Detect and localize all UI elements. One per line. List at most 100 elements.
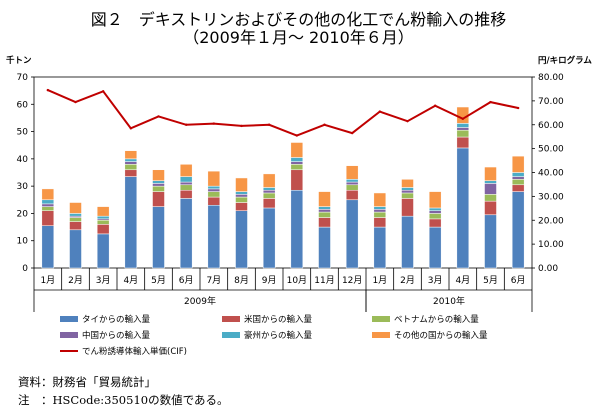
- bar-segment-other: [345, 165, 359, 180]
- unit-price-point: [489, 100, 492, 104]
- footnote: 注 ：HSCode:350510の数値である。: [18, 393, 229, 407]
- chart-subtitle: （2009年１月～ 2010年６月）: [183, 28, 414, 47]
- bar-segment-china: [428, 210, 442, 214]
- bar-segment-vietnam: [428, 213, 442, 220]
- legend-label-china: 中国からの輸入量: [82, 330, 151, 341]
- bar-segment-vietnam: [235, 196, 248, 203]
- x-tick-label: 2月: [400, 275, 415, 286]
- x-tick-label: 4月: [455, 275, 470, 286]
- unit-price-point: [129, 127, 133, 130]
- y-left-tick-label: 50: [17, 128, 29, 138]
- legend-label-vietnam: ベトナムからの輸入量: [394, 314, 479, 325]
- x-tick-label: 6月: [179, 275, 194, 286]
- bar-segment-us: [262, 198, 276, 209]
- bar-segment-china: [373, 209, 387, 213]
- bar-segment-australia: [401, 187, 414, 191]
- bar-segment-australia: [41, 199, 55, 205]
- bar-segment-australia: [96, 215, 110, 220]
- y-left-tick-label: 70: [17, 73, 29, 83]
- bar-segment-thai: [41, 225, 55, 269]
- bar-segment-china: [456, 127, 470, 131]
- bar-segment-thai: [207, 204, 221, 269]
- legend-swatch-china: [60, 332, 78, 338]
- bar-segment-other: [235, 177, 248, 192]
- bar-segment-vietnam: [124, 164, 138, 171]
- bar-segment-vietnam: [373, 211, 387, 218]
- bar-segment-vietnam: [69, 217, 82, 222]
- bar-segment-us: [345, 189, 359, 201]
- bar-segment-china: [235, 194, 248, 198]
- bar-segment-china: [152, 183, 165, 187]
- x-tick-label: 11月: [314, 275, 334, 286]
- bar-segment-thai: [345, 199, 359, 269]
- bar-segment-china: [290, 161, 304, 165]
- legend-label-other: その他の国からの輸入量: [394, 330, 488, 341]
- bar-segment-us: [318, 217, 331, 228]
- y-right-tick-label: 30.00: [538, 192, 564, 202]
- x-tick-label: 3月: [428, 275, 443, 286]
- x-tick-label: 5月: [151, 275, 166, 286]
- bar-segment-thai: [511, 191, 525, 269]
- bar-segment-other: [511, 155, 525, 173]
- bar-segment-other: [96, 206, 110, 217]
- bar-segment-thai: [124, 176, 138, 269]
- bar-segment-thai: [428, 226, 442, 269]
- unit-price-point: [74, 100, 77, 104]
- bar-segment-thai: [401, 215, 414, 269]
- y-left-tick-label: 60: [17, 100, 29, 110]
- bar-segment-vietnam: [401, 192, 414, 199]
- x-tick-label: 1月: [40, 275, 55, 286]
- bar-segment-other: [207, 170, 221, 187]
- y-right-tick-label: 50.00: [538, 145, 564, 155]
- bar-segment-australia: [484, 180, 497, 184]
- bar-segment-thai: [262, 207, 276, 269]
- x-tick-label: 8月: [234, 275, 249, 286]
- bar-segment-china: [511, 176, 525, 180]
- legend-label-us: 米国からの輸入量: [244, 314, 313, 325]
- unit-price-point: [406, 119, 409, 123]
- bar-segment-us: [373, 217, 387, 228]
- bar-segment-vietnam: [262, 192, 276, 199]
- bar-segment-australia: [179, 176, 193, 183]
- unit-price-point: [157, 115, 160, 118]
- bar-segment-china: [401, 189, 414, 194]
- y-right-tick-label: 0.00: [538, 264, 558, 274]
- bar-segment-vietnam: [456, 129, 470, 138]
- bar-segment-thai: [484, 214, 497, 269]
- bar-segment-us: [124, 169, 138, 177]
- bar-segment-china: [124, 161, 138, 165]
- bar-segment-vietnam: [41, 206, 55, 211]
- bar-segment-us: [484, 200, 497, 216]
- y-axis-right-label: 円/キログラム: [538, 55, 592, 66]
- unit-price-point: [101, 90, 105, 93]
- bar-segment-vietnam: [152, 185, 165, 192]
- bar-segment-other: [401, 179, 414, 188]
- bar-segment-other: [373, 192, 387, 207]
- bar-segment-australia: [373, 206, 387, 210]
- y-right-tick-label: 80.00: [538, 73, 564, 83]
- unit-price-point: [516, 106, 520, 110]
- bar-segment-us: [401, 198, 414, 217]
- bar-segment-china: [41, 203, 55, 207]
- unit-price-point: [267, 123, 271, 126]
- x-tick-label: 2月: [68, 275, 83, 286]
- unit-price-point: [295, 134, 299, 137]
- x-tick-label: 9月: [262, 275, 277, 286]
- y-left-tick-label: 10: [17, 237, 29, 247]
- bar-segment-other: [428, 191, 442, 209]
- bar-segment-thai: [152, 206, 165, 269]
- legend-swatch-us: [222, 316, 240, 322]
- bar-segment-us: [511, 184, 525, 192]
- x-tick-label: 1月: [372, 275, 387, 286]
- bar-segment-us: [207, 196, 221, 206]
- legend-swatch-other: [372, 332, 390, 338]
- bar-segment-china: [207, 188, 221, 192]
- bar-segment-australia: [207, 185, 221, 190]
- bar-segment-us: [290, 169, 304, 191]
- bar-segment-australia: [235, 191, 248, 195]
- legend-label-thai: タイからの輸入量: [82, 314, 151, 325]
- y-right-tick-label: 10.00: [538, 240, 564, 250]
- x-tick-label: 5月: [483, 275, 498, 286]
